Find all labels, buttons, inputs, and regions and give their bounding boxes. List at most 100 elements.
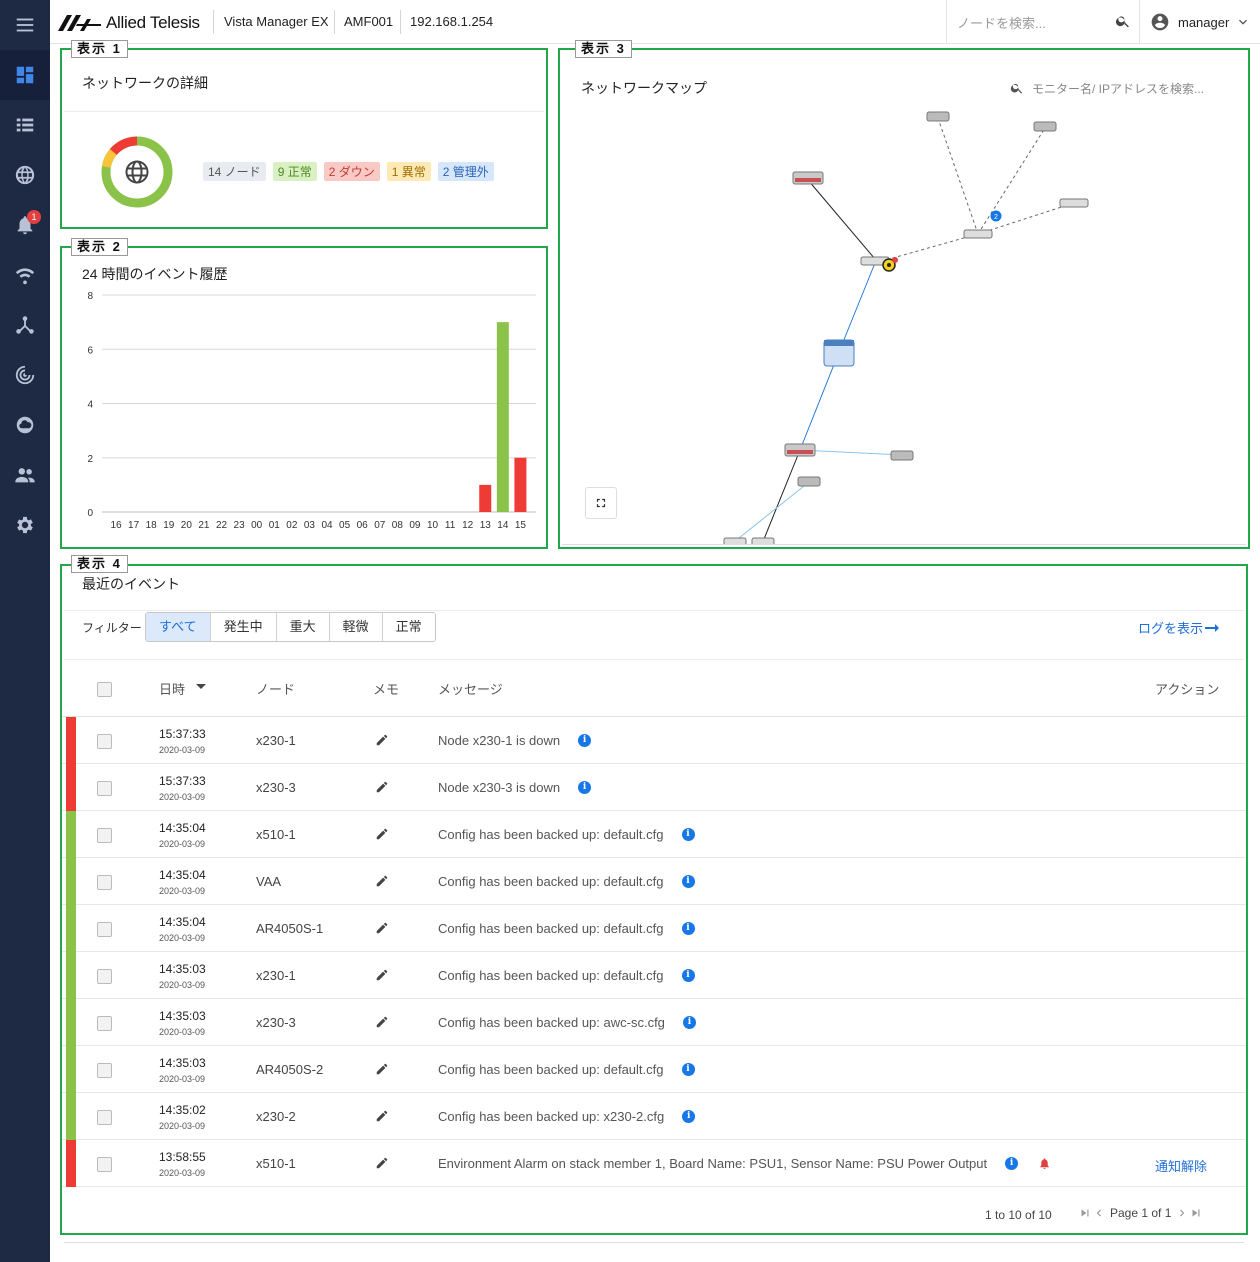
- row-checkbox[interactable]: [97, 1016, 112, 1031]
- map-node-ap-1[interactable]: [926, 111, 950, 122]
- chart-bar[interactable]: [479, 484, 492, 512]
- edit-memo-button[interactable]: [375, 1062, 389, 1076]
- sidebar-item-topology[interactable]: [0, 300, 50, 350]
- chip-total-nodes[interactable]: 14 ノード: [203, 162, 266, 181]
- sidebar-item-users[interactable]: [0, 450, 50, 500]
- chip-unmanaged[interactable]: 2 管理外: [437, 162, 494, 181]
- sidebar-item-wireless[interactable]: [0, 250, 50, 300]
- col-datetime[interactable]: 日時: [159, 682, 186, 697]
- map-node-group-badge[interactable]: 2: [990, 210, 1002, 222]
- sidebar-item-settings[interactable]: [0, 500, 50, 550]
- edit-memo-button[interactable]: [375, 827, 389, 841]
- search-icon[interactable]: [1010, 81, 1024, 95]
- chart-bar[interactable]: [496, 322, 509, 512]
- info-icon[interactable]: i: [681, 1063, 695, 1076]
- edit-memo-button[interactable]: [375, 780, 389, 794]
- info-icon[interactable]: i: [681, 922, 695, 935]
- table-row[interactable]: 13:58:55 2020-03-09 x510-1 Environment Alar…: [62, 1140, 1246, 1187]
- node-search-input[interactable]: ノードを検索...: [946, 0, 1140, 44]
- chip-normal[interactable]: 9 正常: [272, 162, 317, 181]
- filter-minor[interactable]: 軽微: [329, 613, 383, 641]
- map-node-ap-2[interactable]: [1033, 121, 1057, 132]
- event-node[interactable]: x230-2: [256, 1109, 296, 1124]
- info-icon[interactable]: i: [681, 828, 695, 841]
- row-checkbox[interactable]: [97, 828, 112, 843]
- prev-page-icon[interactable]: [1092, 1206, 1106, 1220]
- event-node[interactable]: x230-1: [256, 733, 296, 748]
- edit-memo-button[interactable]: [375, 1015, 389, 1029]
- chip-down[interactable]: 2 ダウン: [323, 162, 380, 181]
- map-node-bottom-2[interactable]: [751, 537, 775, 544]
- table-row[interactable]: 14:35:03 2020-03-09 x230-3 Config has been …: [62, 999, 1246, 1046]
- map-node-ap-4[interactable]: [890, 450, 914, 461]
- sidebar-item-monitor[interactable]: [0, 350, 50, 400]
- row-checkbox[interactable]: [97, 1110, 112, 1125]
- map-search-input[interactable]: モニター名/ IPアドレスを検索...: [1032, 82, 1205, 96]
- info-icon[interactable]: i: [682, 1110, 696, 1123]
- chip-abnormal[interactable]: 1 異常: [386, 162, 431, 181]
- dismiss-notification-link[interactable]: 通知解除: [1155, 1159, 1208, 1174]
- map-node-ap-3[interactable]: [797, 476, 821, 487]
- edit-memo-button[interactable]: [375, 1156, 389, 1170]
- row-checkbox[interactable]: [97, 734, 112, 749]
- row-checkbox[interactable]: [97, 1157, 112, 1172]
- edit-memo-button[interactable]: [375, 733, 389, 747]
- menu-button[interactable]: [0, 0, 50, 50]
- map-node-router-top[interactable]: [792, 171, 824, 185]
- filter-normal[interactable]: 正常: [382, 613, 435, 641]
- edit-memo-button[interactable]: [375, 968, 389, 982]
- table-row[interactable]: 14:35:04 2020-03-09 x510-1 Config has been …: [62, 811, 1246, 858]
- table-row[interactable]: 14:35:02 2020-03-09 x230-2 Config has been …: [62, 1093, 1246, 1140]
- filter-critical[interactable]: 重大: [276, 613, 330, 641]
- event-node[interactable]: AR4050S-1: [256, 921, 324, 936]
- info-icon[interactable]: i: [578, 781, 592, 794]
- table-row[interactable]: 15:37:33 2020-03-09 x230-3 Node x230-3 is d…: [62, 764, 1246, 811]
- event-node[interactable]: x230-3: [256, 780, 296, 795]
- search-icon[interactable]: [1115, 13, 1131, 29]
- show-log-link[interactable]: ログを表示: [1138, 618, 1220, 637]
- info-icon[interactable]: i: [681, 875, 695, 888]
- map-node-amf-controller[interactable]: [823, 339, 855, 367]
- filter-active[interactable]: 発生中: [210, 613, 277, 641]
- first-page-icon[interactable]: [1078, 1206, 1092, 1220]
- row-checkbox[interactable]: [97, 969, 112, 984]
- edit-memo-button[interactable]: [375, 874, 389, 888]
- info-icon[interactable]: i: [682, 1016, 696, 1029]
- map-node-router-bottom[interactable]: [784, 443, 816, 457]
- map-node-warning-marker[interactable]: [882, 257, 898, 272]
- edit-memo-button[interactable]: [375, 1109, 389, 1123]
- table-row[interactable]: 14:35:03 2020-03-09 x230-1 Config has been …: [62, 952, 1246, 999]
- sidebar-item-alerts[interactable]: 1: [0, 200, 50, 250]
- fullscreen-button[interactable]: [585, 487, 617, 519]
- info-icon[interactable]: i: [681, 969, 695, 982]
- network-map-canvas[interactable]: 2: [562, 100, 1246, 544]
- row-checkbox[interactable]: [97, 922, 112, 937]
- event-node[interactable]: x230-1: [256, 968, 296, 983]
- sidebar-item-cloud[interactable]: [0, 400, 50, 450]
- chart-bar[interactable]: [514, 457, 527, 512]
- table-row[interactable]: 14:35:04 2020-03-09 VAA Config has been bac…: [62, 858, 1246, 905]
- sidebar-item-dashboard[interactable]: [0, 50, 50, 100]
- row-checkbox[interactable]: [97, 781, 112, 796]
- info-icon[interactable]: i: [1005, 1157, 1019, 1170]
- next-page-icon[interactable]: [1175, 1206, 1189, 1220]
- map-node-bottom-1[interactable]: [723, 537, 747, 544]
- sidebar-item-globe[interactable]: [0, 150, 50, 200]
- select-all-checkbox[interactable]: [97, 682, 112, 697]
- row-checkbox[interactable]: [97, 875, 112, 890]
- event-node[interactable]: x510-1: [256, 1156, 296, 1171]
- event-node[interactable]: VAA: [256, 874, 282, 889]
- filter-all[interactable]: すべて: [146, 613, 211, 641]
- event-node[interactable]: x230-3: [256, 1015, 296, 1030]
- user-menu[interactable]: manager: [1150, 12, 1251, 32]
- map-node-switch-mid[interactable]: [963, 229, 993, 239]
- table-row[interactable]: 14:35:03 2020-03-09 AR4050S-2 Config has be…: [62, 1046, 1246, 1093]
- last-page-icon[interactable]: [1189, 1206, 1203, 1220]
- map-node-switch-right[interactable]: [1059, 198, 1089, 208]
- sidebar-item-list[interactable]: [0, 100, 50, 150]
- sort-desc-icon[interactable]: [196, 683, 206, 691]
- table-row[interactable]: 15:37:33 2020-03-09 x230-1 Node x230-1 is d…: [62, 717, 1246, 764]
- row-checkbox[interactable]: [97, 1063, 112, 1078]
- edit-memo-button[interactable]: [375, 921, 389, 935]
- event-node[interactable]: AR4050S-2: [256, 1062, 324, 1077]
